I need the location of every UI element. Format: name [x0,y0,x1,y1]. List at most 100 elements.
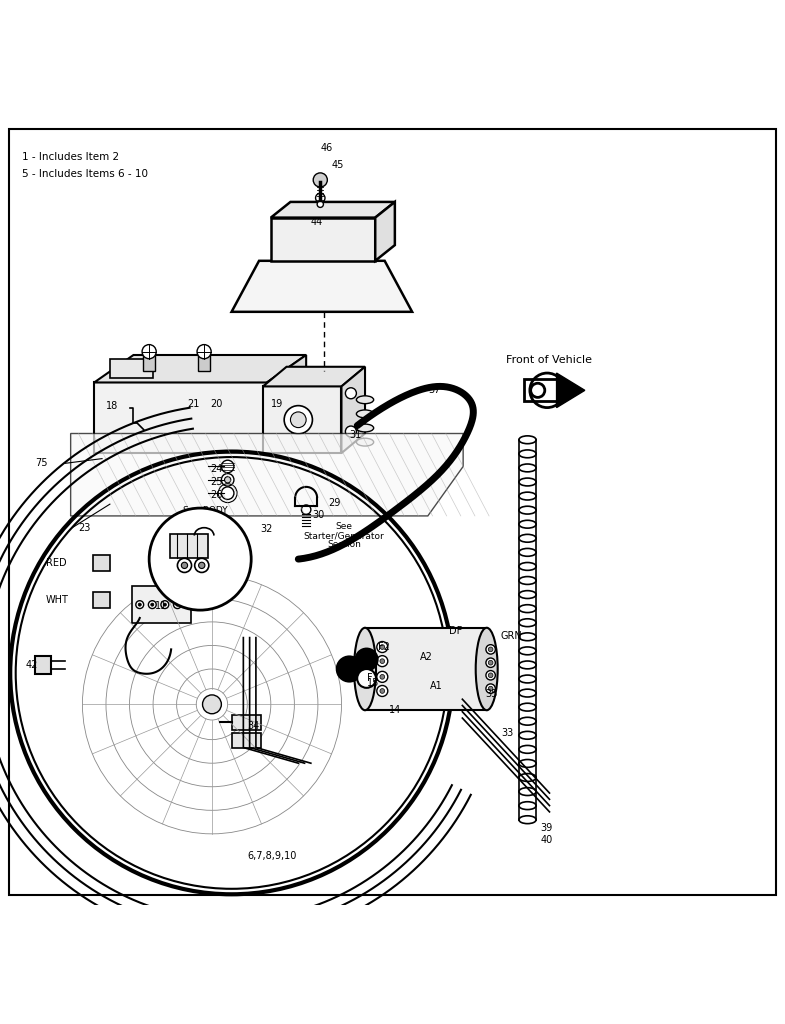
Text: 6,7,8,9,10: 6,7,8,9,10 [247,851,297,861]
Text: F1: F1 [367,674,379,683]
Circle shape [380,658,385,664]
Circle shape [345,426,356,437]
Circle shape [488,660,493,665]
Text: 75: 75 [35,459,48,468]
Text: A1: A1 [430,681,443,691]
Text: 1 - Includes Item 2: 1 - Includes Item 2 [22,153,119,162]
Text: 34: 34 [247,721,260,730]
Bar [170,534,208,557]
Text: Starter/Generator: Starter/Generator [304,531,384,540]
Polygon shape [557,373,585,408]
Text: F2: F2 [378,642,390,652]
Circle shape [345,388,356,398]
Circle shape [488,673,493,678]
Text: See: See [335,521,352,530]
Text: 2: 2 [198,590,204,599]
Circle shape [337,656,362,682]
Circle shape [486,645,495,654]
Circle shape [203,695,221,714]
Polygon shape [232,261,412,312]
Text: Front of Vehicle: Front of Vehicle [506,355,593,366]
Ellipse shape [354,628,376,711]
Polygon shape [267,355,306,454]
Circle shape [377,641,388,652]
Text: 26: 26 [210,489,223,500]
Circle shape [138,603,141,606]
Text: 19: 19 [271,398,283,409]
Circle shape [221,473,234,486]
Circle shape [317,201,323,208]
Text: DF: DF [449,627,462,636]
Text: 30: 30 [312,510,325,520]
Circle shape [301,505,311,514]
Text: 29: 29 [328,498,341,508]
Circle shape [380,688,385,693]
Circle shape [151,603,154,606]
Bar [232,733,261,748]
Polygon shape [271,202,395,218]
Text: Section: Section [188,515,223,524]
Polygon shape [71,433,463,516]
Bar [198,354,210,371]
Text: GRN: GRN [501,631,523,641]
Ellipse shape [356,396,374,403]
Text: 24: 24 [210,464,223,474]
Circle shape [380,645,385,649]
Bar [365,628,487,711]
Text: 42: 42 [25,660,38,670]
Ellipse shape [356,424,374,432]
Circle shape [377,685,388,696]
Circle shape [356,648,378,671]
Bar [93,592,110,608]
Circle shape [149,508,251,610]
Polygon shape [263,386,341,454]
Text: 35: 35 [485,689,498,699]
Text: 44: 44 [310,216,323,226]
Polygon shape [94,355,306,383]
Circle shape [377,672,388,682]
Circle shape [221,460,234,473]
Ellipse shape [356,438,374,446]
Text: See BODY: See BODY [184,506,228,515]
Circle shape [199,562,205,568]
Text: 15: 15 [367,678,380,688]
Ellipse shape [476,628,498,711]
Text: 1: 1 [210,563,217,573]
Bar [143,354,155,371]
Circle shape [161,601,169,608]
Bar [35,655,51,675]
Circle shape [148,601,156,608]
Circle shape [313,173,327,187]
Polygon shape [341,367,365,454]
Bar [524,379,557,401]
Circle shape [290,412,306,428]
Circle shape [284,406,312,434]
Circle shape [316,194,325,203]
Circle shape [380,675,385,679]
Circle shape [173,601,181,608]
Bar [132,586,191,624]
Circle shape [221,486,234,500]
Text: RED: RED [46,558,66,568]
Polygon shape [263,367,365,386]
Text: 40: 40 [540,836,553,845]
Text: 21: 21 [187,398,199,409]
Text: 11: 11 [155,601,168,611]
Circle shape [486,658,495,668]
Circle shape [377,655,388,667]
Text: 46: 46 [320,142,333,153]
Text: 39: 39 [540,822,553,833]
Text: 33: 33 [501,728,513,738]
Circle shape [357,669,376,688]
Text: 23: 23 [78,522,91,532]
Text: Section: Section [327,541,361,550]
Circle shape [163,603,166,606]
Circle shape [486,671,495,680]
Text: 45: 45 [331,160,344,170]
Text: WHT: WHT [46,595,68,605]
Circle shape [486,684,495,693]
Text: A2: A2 [420,652,433,663]
Circle shape [195,558,209,572]
Circle shape [177,558,192,572]
Circle shape [136,601,144,608]
